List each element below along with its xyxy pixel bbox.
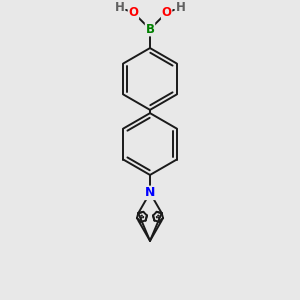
Text: H: H <box>115 1 124 14</box>
Text: B: B <box>146 23 154 36</box>
Text: N: N <box>145 186 155 200</box>
Text: O: O <box>128 6 138 19</box>
Text: H: H <box>176 1 185 14</box>
Text: O: O <box>162 6 172 19</box>
